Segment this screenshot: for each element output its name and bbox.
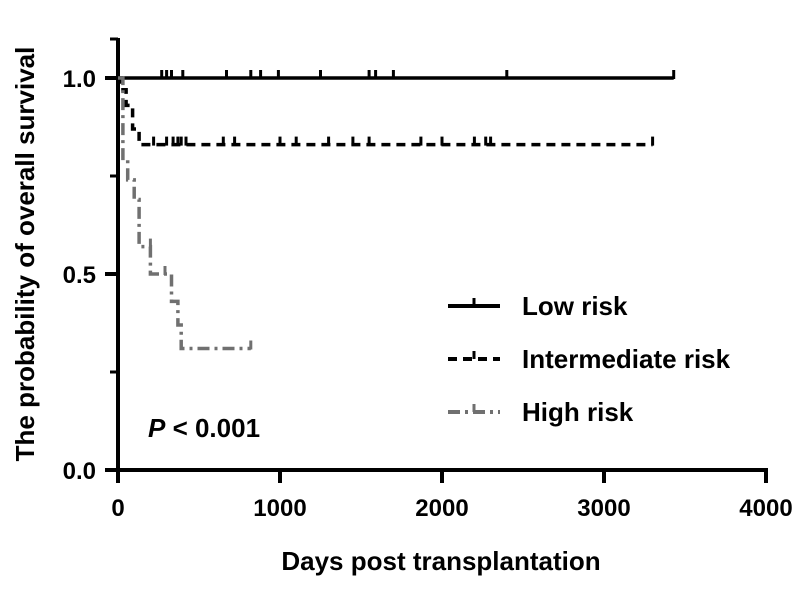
legend-item-intermediate-risk: Intermediate risk xyxy=(448,344,731,374)
x-tick-label: 2000 xyxy=(415,495,468,522)
legend-item-low-risk: Low risk xyxy=(448,291,628,321)
x-tick-label: 0 xyxy=(111,495,124,522)
x-axis-title: Days post transplantation xyxy=(281,546,600,576)
series-layer xyxy=(118,70,676,351)
x-tick-label: 3000 xyxy=(577,495,630,522)
p-value-italic: P xyxy=(148,413,166,443)
legend-label-high-risk: High risk xyxy=(522,397,634,427)
p-value-annotation: P < 0.001 xyxy=(148,413,260,443)
legend-item-high-risk: High risk xyxy=(448,397,634,427)
series-intermediate-risk xyxy=(118,76,655,147)
legend: Low risk Intermediate risk High risk xyxy=(448,291,731,427)
series-high-risk xyxy=(118,76,253,351)
x-tick-label: 1000 xyxy=(253,495,306,522)
curve-high-risk xyxy=(118,76,251,351)
y-tick-label: 1.0 xyxy=(63,66,96,93)
y-tick-label: 0.5 xyxy=(63,262,96,289)
x-tick-label: 4000 xyxy=(739,495,792,522)
legend-label-low-risk: Low risk xyxy=(522,291,628,321)
y-axis-title: The probability of overall survival xyxy=(10,47,40,462)
series-low-risk xyxy=(118,70,676,80)
legend-label-intermediate-risk: Intermediate risk xyxy=(522,344,731,374)
y-tick-label: 0.0 xyxy=(63,458,96,485)
p-value-rest: < 0.001 xyxy=(165,413,260,443)
curve-intermediate-risk xyxy=(118,76,653,147)
